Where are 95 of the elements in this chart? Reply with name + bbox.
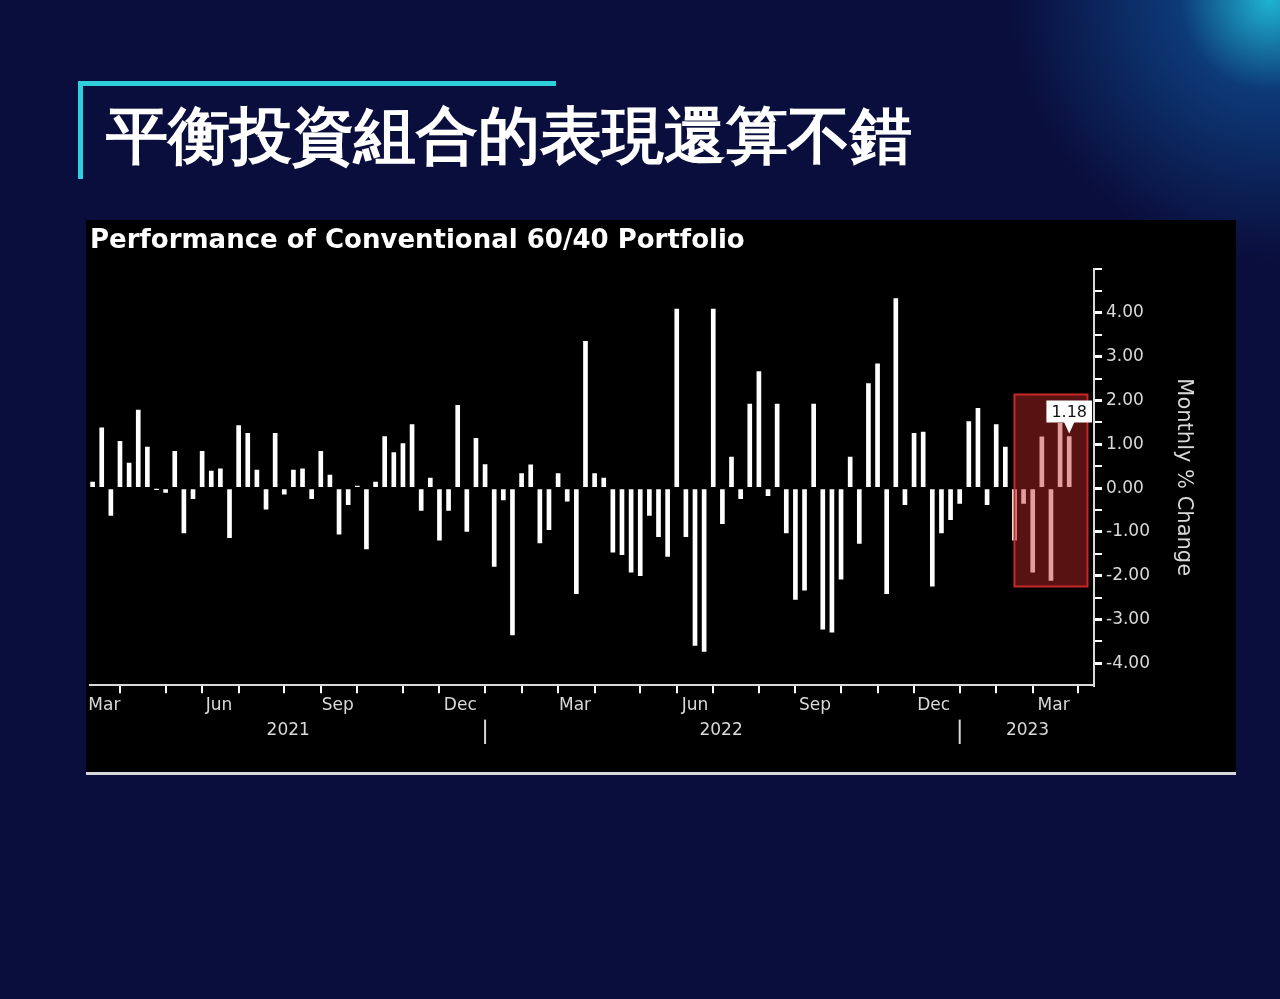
bar	[674, 308, 680, 487]
bar	[747, 403, 753, 487]
bar	[528, 464, 534, 487]
bar	[172, 451, 178, 487]
y-tick-label: -1.00	[1106, 520, 1150, 541]
bar	[218, 468, 223, 487]
bar	[583, 341, 588, 487]
bar	[163, 489, 168, 493]
bar	[291, 469, 296, 487]
bar	[391, 452, 397, 487]
bar	[637, 489, 643, 577]
bar	[99, 427, 105, 487]
y-axis-title: Monthly % Change	[1172, 378, 1197, 577]
bar	[783, 489, 789, 534]
x-tick-label: Mar	[559, 693, 592, 714]
chart-subtitle: Performance of Conventional 60/40 Portfolio	[90, 224, 745, 255]
bar	[300, 468, 305, 487]
bar	[929, 489, 935, 587]
bar	[364, 489, 369, 550]
bar	[856, 489, 862, 544]
bar	[455, 405, 461, 487]
x-tick-label: Jun	[680, 693, 709, 714]
bar	[1021, 489, 1026, 504]
bar	[720, 489, 725, 524]
bar	[501, 489, 506, 501]
bar	[135, 409, 141, 487]
x-tick-label: Sep	[321, 693, 354, 714]
y-tick-label: -2.00	[1106, 564, 1150, 585]
bar	[427, 477, 433, 487]
bar	[765, 489, 771, 496]
bar	[884, 489, 890, 595]
bar	[510, 489, 515, 636]
bar	[811, 403, 816, 487]
bar	[1003, 446, 1008, 487]
bar	[592, 473, 597, 487]
bar	[729, 456, 734, 487]
bar	[993, 424, 999, 487]
bar	[656, 489, 661, 538]
chart-title: 平衡投資組合的表現還算不錯	[106, 98, 912, 174]
x-tick-label: Mar	[88, 693, 121, 714]
bar	[236, 425, 241, 487]
bar	[382, 436, 388, 487]
bar	[939, 489, 944, 534]
y-tick-label: -4.00	[1106, 651, 1150, 672]
bar	[802, 489, 807, 591]
bar	[601, 477, 607, 487]
bar	[1066, 436, 1072, 487]
bar	[309, 489, 314, 499]
y-tick-label: 4.00	[1106, 301, 1144, 322]
bar	[446, 489, 451, 511]
bar	[208, 470, 214, 487]
bar	[647, 489, 652, 516]
bar	[1030, 489, 1036, 573]
x2-tick-label: 2021	[266, 719, 310, 740]
bar	[847, 456, 853, 487]
y-tick-label: 3.00	[1106, 345, 1144, 366]
x2-tick-label: 2022	[699, 719, 743, 740]
bar	[920, 431, 926, 487]
bar	[793, 489, 798, 600]
y-tick-label: 0.00	[1106, 476, 1144, 497]
bar	[957, 489, 963, 504]
y-tick-label: -3.00	[1106, 607, 1150, 628]
data-label: 1.18	[1051, 401, 1088, 421]
bar	[491, 489, 497, 567]
bar	[145, 446, 150, 487]
bar	[90, 481, 95, 487]
bar	[738, 489, 743, 499]
bar	[245, 433, 251, 487]
x-tick-label: Sep	[798, 693, 831, 714]
bar	[227, 489, 232, 538]
x-tick-label: Jun	[204, 693, 233, 714]
bar	[866, 383, 871, 487]
bar	[574, 489, 579, 595]
bar	[345, 489, 351, 506]
bar	[318, 451, 324, 487]
x2-tick-label: 2023	[1005, 719, 1050, 740]
x-tick-label: Dec	[443, 693, 477, 714]
y-tick-label: 1.00	[1106, 432, 1144, 453]
bar	[893, 298, 899, 487]
x-tick-label: Mar	[1037, 693, 1070, 714]
bar	[281, 489, 287, 495]
bar	[665, 489, 670, 557]
bar	[948, 489, 953, 521]
bar	[437, 489, 442, 541]
bar	[564, 489, 570, 502]
bar	[875, 363, 880, 487]
bar	[464, 489, 470, 532]
bar	[710, 308, 716, 487]
bar	[820, 489, 826, 630]
y-tick-label: 2.00	[1106, 388, 1144, 409]
bar	[373, 481, 378, 487]
bar	[519, 473, 524, 487]
bar	[966, 421, 972, 487]
x-tick-label: Dec	[917, 693, 951, 714]
bar	[418, 489, 424, 511]
